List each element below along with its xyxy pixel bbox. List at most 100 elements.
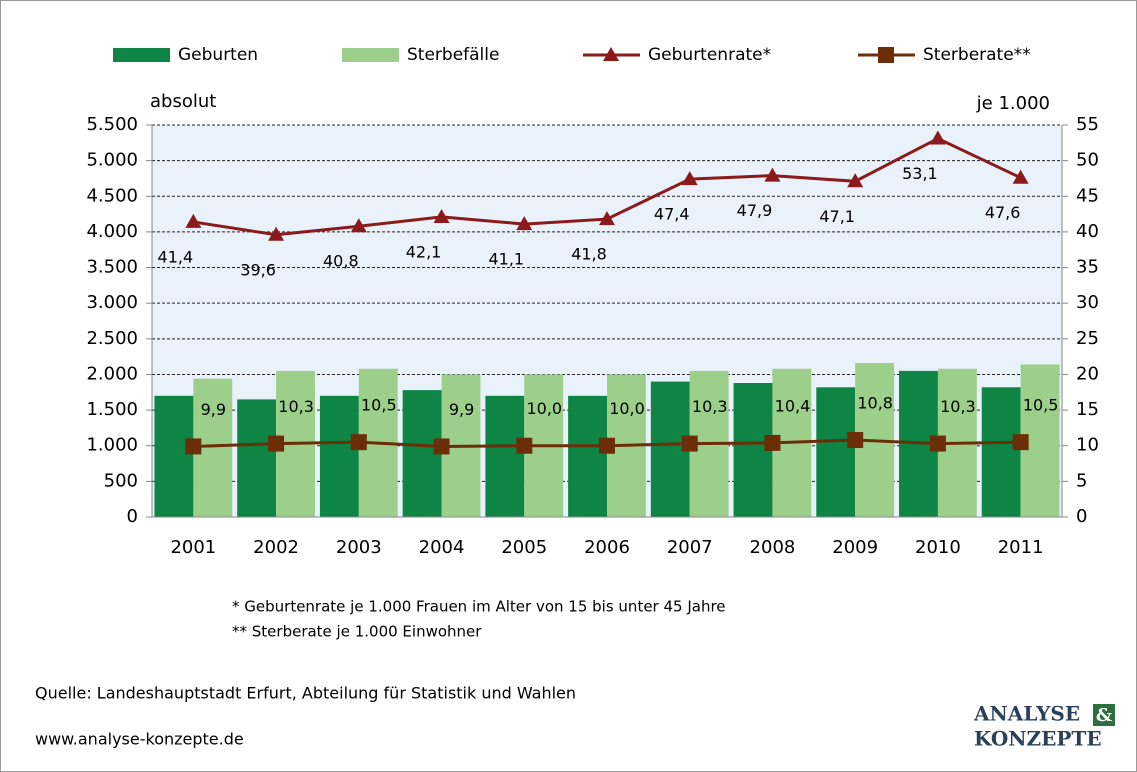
x-tick-label: 2004 [419, 537, 465, 558]
bar [319, 395, 359, 517]
data-label: 40,8 [323, 252, 359, 271]
y-tick-label: 500 [104, 470, 138, 491]
data-label: 41,4 [158, 247, 194, 266]
bar [816, 387, 856, 517]
y-tick-label: 5.500 [86, 114, 138, 135]
data-label: 39,6 [240, 260, 276, 279]
y2-tick-label: 45 [1076, 185, 1099, 206]
data-label: 9,9 [449, 400, 474, 419]
y2-tick-label: 10 [1076, 435, 1099, 456]
x-tick-label: 2002 [253, 537, 299, 558]
y-axis-title: absolut [150, 91, 216, 112]
footnote: * Geburtenrate je 1.000 Frauen im Alter … [232, 598, 726, 616]
marker [1012, 169, 1029, 184]
data-label: 10,0 [526, 399, 562, 418]
x-tick-label: 2011 [998, 537, 1044, 558]
marker [350, 434, 367, 451]
marker [185, 438, 202, 455]
y2-tick-label: 15 [1076, 399, 1099, 420]
data-label: 47,9 [737, 201, 773, 220]
y-tick-label: 1.000 [86, 435, 138, 456]
marker [185, 213, 202, 228]
data-label: 10,8 [857, 394, 893, 413]
marker [681, 171, 698, 186]
marker [929, 435, 946, 452]
x-tick-label: 2003 [336, 537, 382, 558]
marker [268, 226, 285, 241]
legend-marker [878, 47, 894, 63]
data-label: 41,1 [488, 250, 524, 269]
y2-tick-label: 50 [1076, 150, 1099, 171]
x-tick-label: 2009 [832, 537, 878, 558]
y2-tick-label: 20 [1076, 363, 1099, 384]
x-tick-label: 2010 [915, 537, 961, 558]
bar [568, 395, 607, 517]
y2-tick-label: 30 [1076, 292, 1099, 313]
marker [847, 432, 864, 449]
x-tick-label: 2005 [501, 537, 547, 558]
y-tick-label: 0 [127, 506, 138, 527]
legend-marker [603, 47, 619, 61]
marker [599, 211, 615, 226]
logo: KONZEPTE [974, 727, 1102, 751]
marker [433, 208, 450, 223]
data-label: 10,0 [609, 399, 645, 418]
x-tick-label: 2001 [170, 537, 216, 558]
marker [764, 434, 781, 451]
legend-label: Sterberate** [923, 45, 1031, 65]
y-tick-label: 2.000 [86, 363, 138, 384]
logo: & [1096, 705, 1112, 726]
marker [516, 437, 533, 454]
footnote: ** Sterberate je 1.000 Einwohner [232, 623, 482, 641]
data-label: 10,4 [775, 396, 811, 415]
y-tick-label: 4.000 [86, 221, 138, 242]
data-label: 42,1 [406, 242, 442, 261]
data-label: 47,6 [985, 203, 1021, 222]
x-tick-label: 2007 [667, 537, 713, 558]
y2-tick-label: 40 [1076, 221, 1099, 242]
y-tick-label: 3.000 [86, 292, 138, 313]
url: www.analyse-konzepte.de [35, 730, 244, 749]
data-label: 10,3 [940, 397, 976, 416]
bar [981, 387, 1021, 517]
y2-tick-label: 5 [1076, 470, 1087, 491]
marker [516, 216, 533, 231]
y-tick-label: 5.000 [86, 150, 138, 171]
legend-swatch [342, 48, 399, 62]
marker [268, 435, 285, 452]
marker [764, 167, 781, 182]
logo-box [1093, 704, 1115, 726]
data-label: 10,3 [692, 397, 728, 416]
legend-swatch [113, 48, 170, 62]
source: Quelle: Landeshauptstadt Erfurt, Abteilu… [35, 684, 576, 703]
legend-label: Sterbefälle [407, 45, 499, 65]
data-label: 47,1 [819, 207, 855, 226]
bar [237, 399, 277, 517]
data-label: 9,9 [201, 400, 226, 419]
bar [485, 395, 525, 517]
marker [681, 435, 698, 452]
y2-tick-label: 0 [1076, 506, 1087, 527]
y-tick-label: 2.500 [86, 328, 138, 349]
data-label: 41,8 [571, 245, 607, 264]
marker [847, 173, 864, 188]
marker [599, 437, 615, 454]
x-tick-label: 2008 [750, 537, 796, 558]
data-label: 53,1 [902, 164, 938, 183]
data-label: 47,4 [654, 205, 690, 224]
data-label: 10,5 [361, 396, 397, 415]
marker [929, 130, 946, 145]
data-label: 10,3 [278, 397, 314, 416]
marker [1012, 434, 1029, 451]
marker [433, 438, 450, 455]
y-tick-label: 3.500 [86, 257, 138, 278]
legend-label: Geburten [178, 45, 258, 65]
legend-label: Geburtenrate* [648, 45, 771, 65]
logo: ANALYSE [973, 702, 1080, 726]
y-tick-label: 4.500 [86, 185, 138, 206]
y2-tick-label: 55 [1076, 114, 1099, 135]
y2-tick-label: 25 [1076, 328, 1099, 349]
y2-tick-label: 35 [1076, 257, 1099, 278]
y-tick-label: 1.500 [86, 399, 138, 420]
